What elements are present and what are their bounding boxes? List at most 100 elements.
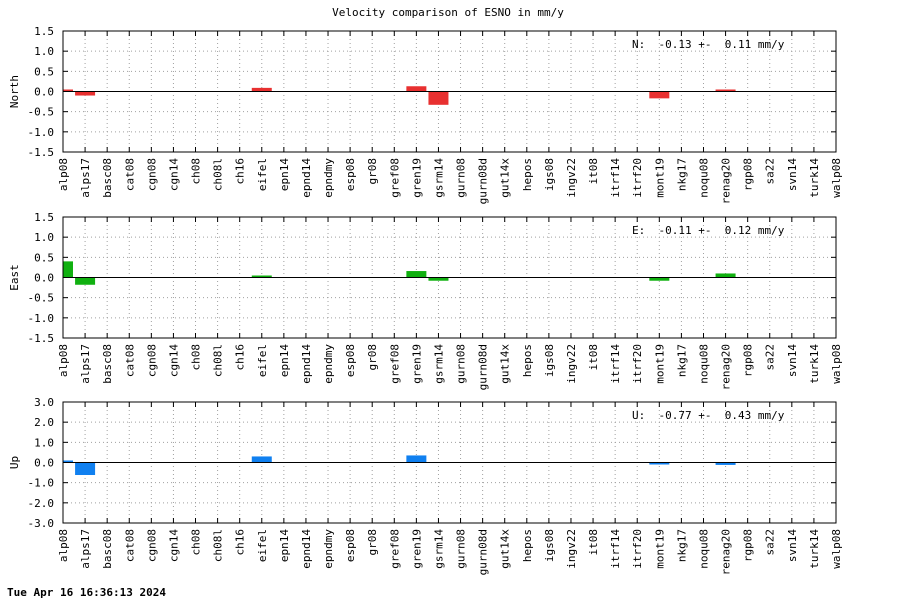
bar-north-gren19: [406, 86, 427, 92]
y-tick-label: 1.0: [34, 45, 54, 58]
x-tick-label: gsrm14: [432, 529, 445, 569]
y-tick-label: 1.0: [34, 231, 54, 244]
bar-north-renag20: [715, 89, 736, 92]
x-tick-label: gurn08: [455, 158, 468, 198]
y-axis-label: East: [8, 264, 21, 291]
y-tick-label: -2.0: [28, 497, 55, 510]
x-tick-label: it08: [587, 344, 600, 371]
x-tick-label: gurn08: [455, 344, 468, 384]
bar-up-alp08: [63, 460, 73, 463]
x-tick-label: nkg17: [675, 529, 688, 562]
x-tick-label: gurn08d: [477, 344, 490, 390]
x-tick-label: gr08: [366, 158, 379, 185]
x-tick-label: gren19: [410, 158, 423, 198]
bar-up-renag20: [715, 462, 736, 465]
x-tick-label: basc08: [101, 344, 114, 384]
x-tick-label: eifel: [256, 344, 269, 377]
x-tick-label: eifel: [256, 529, 269, 562]
bar-east-eifel: [251, 275, 272, 278]
x-tick-label: itrf20: [631, 158, 644, 198]
y-axis-label: North: [8, 75, 21, 108]
x-tick-label: noqu08: [697, 344, 710, 384]
x-tick-label: cgn14: [167, 158, 180, 191]
x-tick-label: noqu08: [697, 529, 710, 569]
y-tick-label: 3.0: [34, 396, 54, 409]
x-tick-label: rgp08: [742, 529, 755, 562]
x-tick-label: ch08: [190, 158, 203, 185]
x-tick-label: mont19: [653, 344, 666, 384]
chart-panels: 1.5 1.0 0.5 0.0 -0.5 -1.0 -1.5 alp08 alps17 basc0…: [8, 25, 843, 575]
x-tick-label: sa22: [764, 158, 777, 185]
x-tick-label: gren19: [410, 529, 423, 569]
x-tick-label: gut14x: [499, 529, 512, 569]
y-tick-label: 0.0: [34, 272, 54, 285]
stats-annotation: E: -0.11 +- 0.12 mm/y: [632, 224, 785, 237]
x-tick-label: alps17: [79, 344, 92, 384]
x-tick-label: basc08: [101, 529, 114, 569]
x-tick-label: svn14: [786, 344, 799, 377]
x-tick-label: walp08: [830, 158, 843, 198]
x-tick-label: gref08: [388, 158, 401, 198]
y-tick-label: 0.5: [34, 65, 54, 78]
x-tick-label: esp08: [344, 529, 357, 562]
y-tick-label: -1.5: [28, 332, 55, 345]
x-tick-label: gurn08d: [477, 529, 490, 575]
bar-up-eifel: [251, 456, 272, 463]
x-tick-label: ch08l: [212, 158, 225, 191]
x-tick-label: cat08: [123, 529, 136, 562]
y-tick-label: 1.0: [34, 436, 54, 449]
y-tick-label: -1.0: [28, 126, 55, 139]
bar-north-gsrm14: [428, 91, 449, 105]
x-tick-label: cgn14: [167, 529, 180, 562]
x-tick-label: renag20: [720, 529, 733, 575]
x-tick-label: eifel: [256, 158, 269, 191]
x-tick-label: ch08: [190, 529, 203, 556]
x-tick-label: epndmy: [322, 158, 335, 198]
x-tick-label: svn14: [786, 529, 799, 562]
y-tick-label: -3.0: [28, 517, 55, 530]
x-tick-label: turk14: [808, 158, 821, 198]
chart-title: Velocity comparison of ESNO in mm/y: [332, 6, 564, 19]
x-tick-label: epnd14: [300, 344, 313, 384]
x-tick-label: itrf14: [609, 344, 622, 384]
x-tick-label: esp08: [344, 158, 357, 191]
y-tick-label: 1.5: [34, 25, 54, 38]
x-tick-label: sa22: [764, 529, 777, 556]
x-tick-label: gr08: [366, 344, 379, 371]
y-axis-label: Up: [8, 456, 21, 469]
y-tick-label: 0.0: [34, 457, 54, 470]
x-tick-label: rgp08: [742, 344, 755, 377]
x-tick-label: epndmy: [322, 344, 335, 384]
bar-east-gren19: [406, 271, 427, 278]
bar-up-gren19: [406, 455, 427, 463]
x-tick-label: igs08: [543, 529, 556, 562]
bar-north-alp08: [63, 89, 73, 92]
x-tick-label: ch16: [234, 344, 247, 371]
x-tick-label: it08: [587, 529, 600, 556]
x-tick-label: cgn08: [145, 344, 158, 377]
y-tick-label: -0.5: [28, 292, 55, 305]
y-tick-label: -1.0: [28, 477, 55, 490]
x-tick-label: nkg17: [675, 158, 688, 191]
x-tick-label: walp08: [830, 344, 843, 384]
bar-north-mont19: [649, 91, 670, 99]
x-tick-label: ch16: [234, 158, 247, 185]
x-tick-label: turk14: [808, 529, 821, 569]
bar-east-renag20: [715, 273, 736, 278]
x-tick-label: alp08: [57, 529, 70, 562]
x-tick-label: itrf20: [631, 529, 644, 569]
y-tick-label: 0.0: [34, 86, 54, 99]
y-tick-label: 0.5: [34, 251, 54, 264]
bar-up-mont19: [649, 462, 670, 465]
x-tick-label: ch16: [234, 529, 247, 556]
x-tick-label: noqu08: [697, 158, 710, 198]
x-tick-label: cat08: [123, 344, 136, 377]
x-tick-label: gref08: [388, 529, 401, 569]
x-tick-label: gut14x: [499, 344, 512, 384]
x-tick-label: ch08l: [212, 344, 225, 377]
y-tick-label: -0.5: [28, 106, 55, 119]
x-tick-label: gurn08: [455, 529, 468, 569]
